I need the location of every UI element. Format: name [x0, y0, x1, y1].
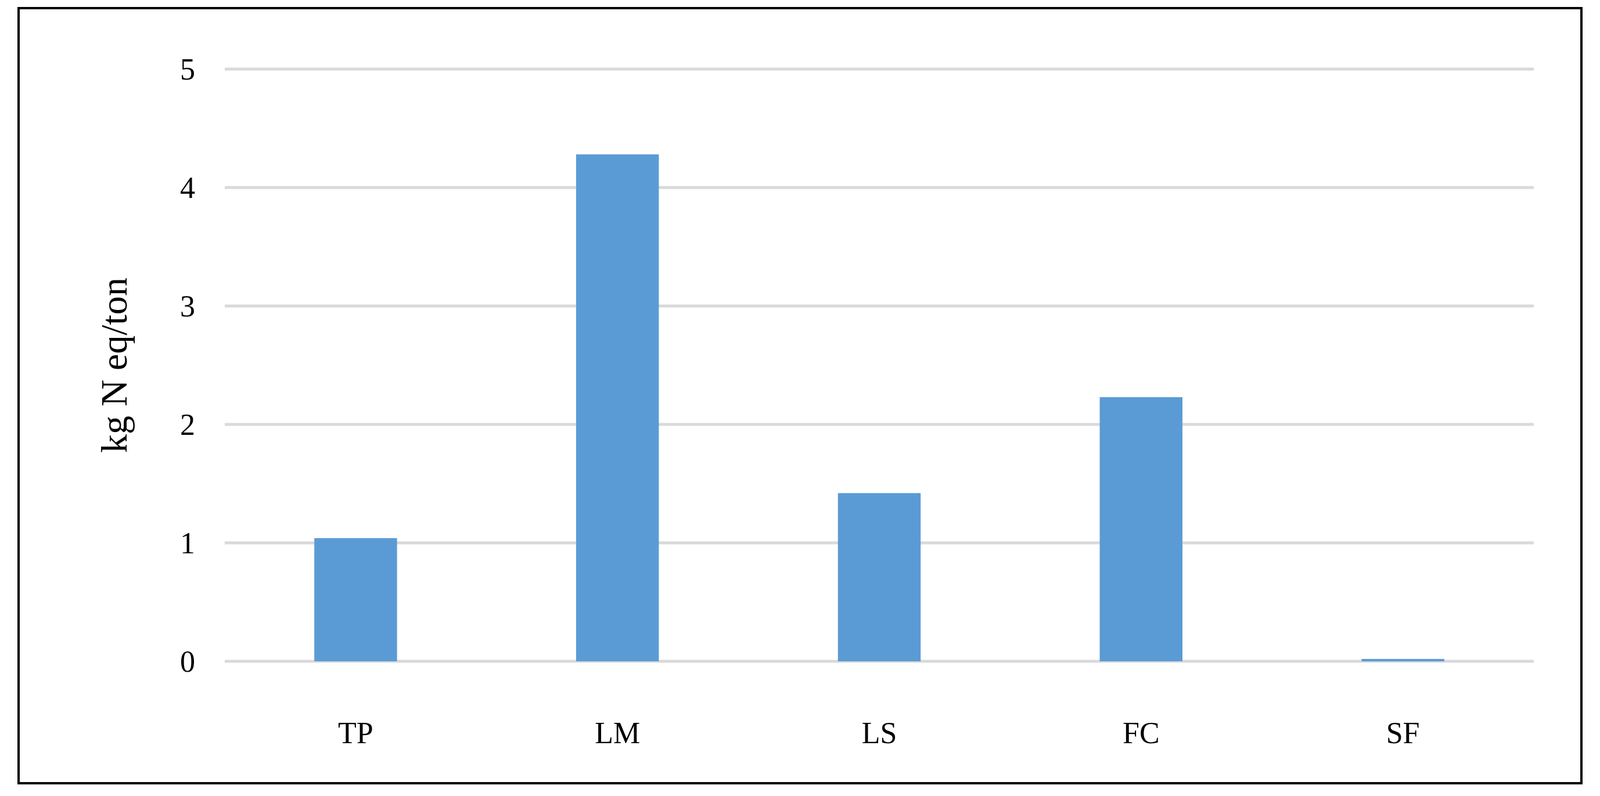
y-tick-label: 5: [180, 52, 196, 86]
chart-svg: 0 1 2 3 4 5 TP LM LS FC SF kg N eq/ton: [0, 0, 1600, 796]
y-tick-label: 4: [180, 171, 196, 205]
y-tick-label: 1: [180, 526, 196, 560]
grid-line: [224, 67, 1534, 71]
grid-line: [224, 304, 1534, 308]
chart-container: 0 1 2 3 4 5 TP LM LS FC SF kg N eq/ton: [0, 0, 1600, 796]
x-tick-label: FC: [1122, 716, 1160, 750]
y-tick-label: 2: [180, 408, 196, 442]
y-axis-label: kg N eq/ton: [93, 277, 135, 453]
grid-line: [224, 423, 1534, 427]
bar: [576, 154, 659, 662]
figure-frame: [18, 8, 1582, 784]
bar: [838, 493, 921, 662]
x-tick-label: LS: [861, 716, 898, 750]
x-tick-label: SF: [1386, 716, 1420, 750]
bar: [1099, 397, 1183, 662]
y-tick-label: 3: [180, 289, 196, 323]
y-tick-label: 0: [180, 645, 196, 679]
grid-line: [224, 186, 1534, 190]
bars: [314, 154, 1445, 662]
x-tick-label: LM: [594, 716, 640, 750]
x-tick-label: TP: [338, 716, 374, 750]
bar: [1361, 659, 1444, 662]
bar: [314, 538, 397, 662]
